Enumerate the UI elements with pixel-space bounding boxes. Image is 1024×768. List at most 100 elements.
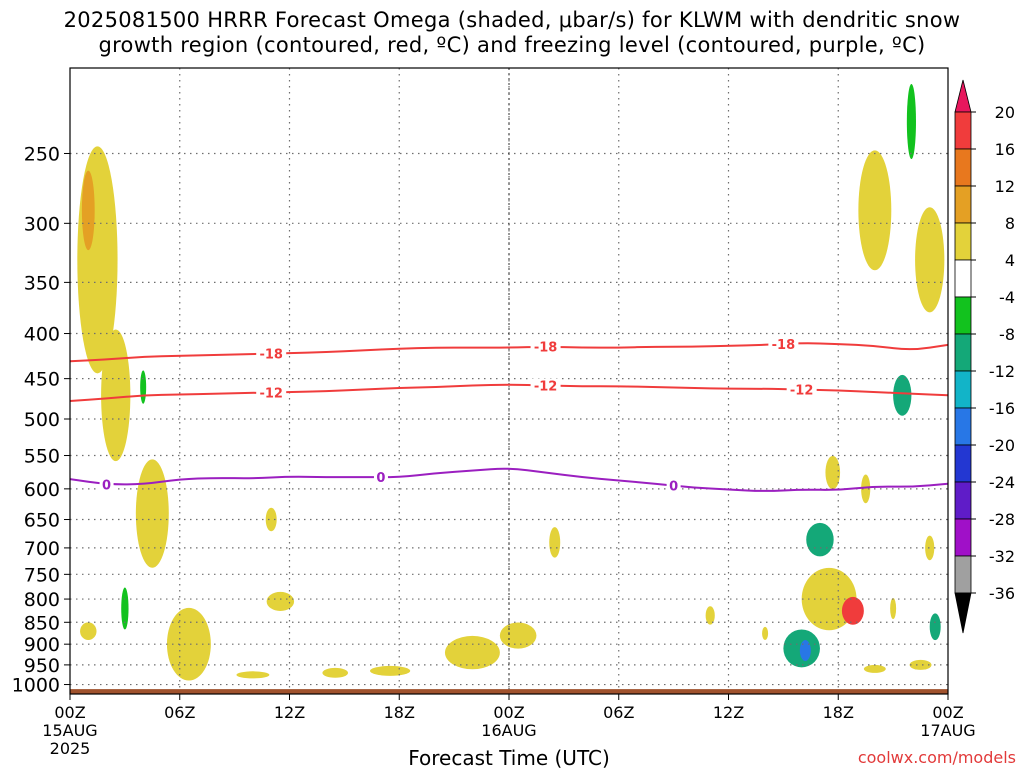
ground-bar [70, 689, 948, 694]
colorbar-label: -24 [989, 473, 1015, 492]
omega-region [101, 329, 131, 462]
colorbar-label: -36 [989, 584, 1015, 603]
x-tick-year: 2025 [50, 739, 91, 758]
colorbar-label: -20 [989, 436, 1015, 455]
omega-region [915, 207, 945, 313]
omega-region [925, 535, 935, 561]
contour-line [70, 342, 948, 363]
contour-label-bg [786, 382, 817, 397]
omega-region [890, 598, 897, 620]
x-tick-label: 12Z [713, 703, 744, 722]
colorbar-swatch [954, 444, 972, 483]
colorbar-swatch [954, 481, 972, 520]
contour-label-bg [666, 478, 681, 493]
colorbar-label: -16 [989, 399, 1015, 418]
contour-label: -12 [790, 384, 814, 399]
y-tick-label: 650 [24, 510, 60, 532]
contour-label-bg [99, 477, 114, 492]
omega-region [140, 370, 147, 404]
x-tick-date: 17AUG [920, 721, 975, 740]
colorbar-swatch [954, 407, 972, 446]
colorbar-arrow-top [954, 79, 972, 113]
colorbar-label: 12 [995, 177, 1015, 196]
contour-line [70, 383, 948, 402]
x-tick-label: 18Z [823, 703, 854, 722]
omega-region [369, 665, 411, 676]
colorbar-swatch [954, 111, 972, 150]
y-tick-label: 400 [24, 324, 60, 346]
omega-region [841, 596, 864, 625]
colorbar-swatch [954, 370, 972, 409]
y-tick-label: 750 [24, 564, 60, 586]
x-tick-label: 18Z [384, 703, 415, 722]
y-tick-label: 900 [24, 634, 60, 656]
x-tick-label: 06Z [164, 703, 195, 722]
chart-title-line-2: growth region (contoured, red, ºC) and f… [98, 33, 926, 57]
x-tick-label: 00Z [54, 703, 85, 722]
colorbar-label: 20 [995, 103, 1015, 122]
x-tick-date: 15AUG [42, 721, 97, 740]
colorbar-label: -32 [989, 547, 1015, 566]
omega-region [322, 667, 349, 678]
omega-region [81, 170, 95, 251]
x-tick-label: 06Z [603, 703, 634, 722]
contour-label-bg [256, 346, 287, 361]
omega-region [929, 613, 941, 641]
contour-label: -12 [534, 379, 558, 394]
omega-region [825, 455, 841, 490]
omega-region [799, 640, 811, 661]
contour-label: 0 [102, 478, 111, 493]
omega-region [121, 587, 129, 630]
temperature-contours: -18 -18 -18 -12 -12 -12 0 0 0 [70, 336, 948, 495]
y-tick-label: 550 [24, 446, 60, 468]
omega-region [444, 635, 500, 670]
colorbar-label: -8 [999, 325, 1015, 344]
omega-region [265, 507, 277, 532]
x-axis-label: Forecast Time (UTC) [408, 746, 610, 768]
omega-region [80, 622, 97, 641]
omega-region [762, 626, 769, 640]
omega-shading [77, 83, 945, 681]
contour-label: 0 [376, 471, 385, 486]
x-tick-date: 16AUG [481, 721, 536, 740]
omega-region [909, 659, 932, 670]
contour-label: -18 [259, 348, 283, 363]
colorbar-arrow-bottom [954, 592, 972, 634]
colorbar-swatch [954, 296, 972, 335]
colorbar-label: 4 [1005, 251, 1015, 270]
contour-label: -18 [534, 341, 558, 356]
omega-region [166, 607, 211, 681]
y-tick-label: 450 [24, 369, 60, 391]
chart-title-line-1: 2025081500 HRRR Forecast Omega (shaded, … [63, 8, 961, 32]
grid-lines [69, 68, 949, 694]
y-tick-label: 500 [24, 409, 60, 431]
contour-label-bg [373, 470, 388, 485]
y-tick-label: 300 [24, 213, 60, 235]
omega-region [906, 83, 916, 160]
omega-region [893, 374, 912, 416]
x-tick-label: 00Z [493, 703, 524, 722]
omega-region [135, 459, 169, 568]
omega-region [705, 606, 715, 625]
contour-label-bg [768, 336, 799, 351]
contour-label: -18 [772, 338, 796, 353]
x-tick-label: 12Z [274, 703, 305, 722]
colorbar-swatch [954, 222, 972, 261]
colorbar-label: 8 [1005, 214, 1015, 233]
colorbar-label: -12 [989, 362, 1015, 381]
contour-label: -12 [259, 386, 283, 401]
y-tick-label: 350 [24, 272, 60, 294]
colorbar-swatch [954, 333, 972, 372]
omega-region [549, 527, 561, 558]
colorbar-swatch [954, 148, 972, 187]
y-tick-label: 250 [24, 143, 60, 165]
omega-region [806, 522, 834, 557]
contour-label-bg [530, 339, 561, 354]
omega-region [499, 622, 537, 649]
contour-label-bg [530, 378, 561, 393]
contour-label-bg [256, 385, 287, 400]
omega-region [266, 591, 295, 611]
x-tick-label: 00Z [932, 703, 963, 722]
